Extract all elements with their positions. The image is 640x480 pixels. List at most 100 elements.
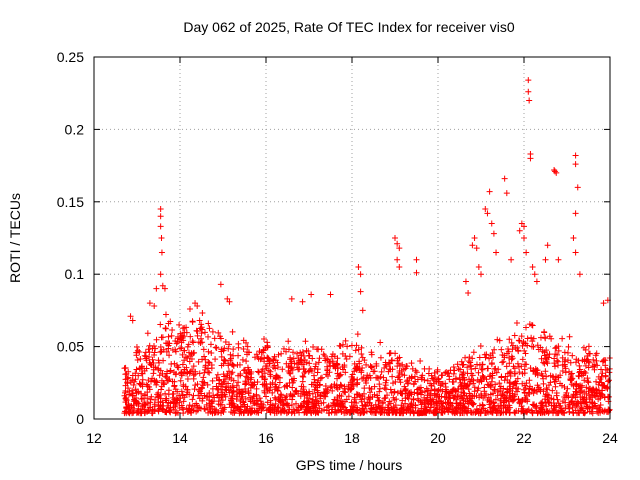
data-point: [209, 377, 216, 384]
data-point: [248, 409, 255, 416]
data-point: [574, 403, 581, 410]
data-point: [151, 403, 158, 410]
data-point: [414, 409, 421, 416]
data-point: [310, 344, 317, 351]
data-point: [329, 360, 336, 367]
x-tick-label: 22: [516, 430, 532, 446]
data-point: [289, 396, 296, 403]
data-point: [559, 335, 566, 342]
data-point: [478, 392, 485, 399]
data-point: [433, 400, 440, 407]
data-point: [159, 334, 166, 341]
data-point: [225, 368, 232, 375]
data-point: [157, 344, 164, 351]
data-point: [478, 377, 485, 384]
data-point: [508, 396, 515, 403]
data-point: [394, 256, 401, 263]
data-point: [359, 392, 366, 399]
data-point: [198, 324, 205, 331]
data-point: [169, 327, 176, 334]
data-point: [272, 400, 279, 407]
data-point: [472, 365, 479, 372]
data-point: [258, 349, 265, 356]
data-point: [368, 364, 375, 371]
data-point: [450, 363, 457, 370]
data-point: [236, 390, 243, 397]
data-point: [377, 339, 384, 346]
data-point: [450, 379, 457, 386]
data-point: [254, 353, 261, 360]
data-point: [573, 385, 580, 392]
data-point: [601, 382, 608, 389]
data-point: [251, 408, 258, 415]
data-point: [218, 401, 225, 408]
data-point: [566, 333, 573, 340]
data-point: [550, 409, 557, 416]
data-point: [141, 399, 148, 406]
data-point: [283, 409, 290, 416]
data-point: [259, 366, 266, 373]
data-point: [396, 410, 403, 417]
data-point: [479, 366, 486, 373]
data-point: [421, 365, 428, 372]
data-point: [318, 374, 325, 381]
data-point: [452, 375, 459, 382]
data-point: [434, 388, 441, 395]
data-point: [310, 372, 317, 379]
data-point: [244, 343, 251, 350]
data-point: [247, 384, 254, 391]
data-point: [205, 348, 212, 355]
data-point: [516, 400, 523, 407]
data-point: [353, 399, 360, 406]
data-point: [198, 330, 205, 337]
data-point: [197, 325, 204, 332]
data-point: [169, 346, 176, 353]
data-point: [160, 346, 167, 353]
data-point: [382, 359, 389, 366]
data-point: [367, 389, 374, 396]
data-point: [157, 271, 164, 278]
data-point: [498, 346, 505, 353]
data-point: [132, 397, 139, 404]
data-point: [139, 376, 146, 383]
data-point: [229, 369, 236, 376]
data-point: [235, 379, 242, 386]
data-point: [332, 406, 339, 413]
data-point: [413, 369, 420, 376]
data-point: [192, 368, 199, 375]
data-point: [220, 406, 227, 413]
data-point: [388, 389, 395, 396]
data-point: [189, 318, 196, 325]
data-point: [243, 351, 250, 358]
data-point: [496, 380, 503, 387]
data-point: [129, 410, 136, 417]
data-point: [196, 370, 203, 377]
data-point: [316, 355, 323, 362]
data-point: [219, 397, 226, 404]
data-point: [437, 404, 444, 411]
data-point: [157, 395, 164, 402]
data-point: [172, 338, 179, 345]
data-point: [458, 383, 465, 390]
data-point: [261, 335, 268, 342]
data-point: [184, 343, 191, 350]
data-point: [194, 303, 201, 310]
data-point: [133, 344, 140, 351]
data-point: [255, 409, 262, 416]
data-point: [173, 370, 180, 377]
y-tick-label: 0.25: [57, 49, 84, 65]
data-point: [226, 298, 233, 305]
data-point: [559, 368, 566, 375]
data-point: [397, 379, 404, 386]
data-point: [287, 370, 294, 377]
data-point: [147, 396, 154, 403]
data-point: [602, 362, 609, 369]
data-point: [141, 352, 148, 359]
data-point: [302, 338, 309, 345]
data-point: [164, 340, 171, 347]
data-point: [393, 406, 400, 413]
data-point: [490, 230, 497, 237]
data-point: [400, 405, 407, 412]
y-tick-label: 0.15: [57, 194, 84, 210]
data-point: [279, 397, 286, 404]
